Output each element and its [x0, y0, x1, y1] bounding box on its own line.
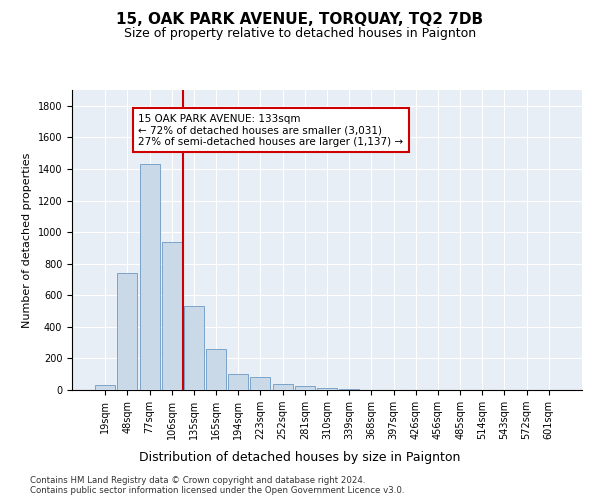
- Bar: [184, 306, 204, 390]
- Bar: [162, 242, 182, 390]
- Bar: [95, 386, 115, 390]
- Bar: [295, 386, 315, 390]
- Bar: [250, 376, 271, 390]
- Bar: [118, 273, 137, 390]
- Text: 15, OAK PARK AVENUE, TORQUAY, TQ2 7DB: 15, OAK PARK AVENUE, TORQUAY, TQ2 7DB: [116, 12, 484, 28]
- Bar: [140, 164, 160, 390]
- Bar: [228, 374, 248, 390]
- Text: Distribution of detached houses by size in Paignton: Distribution of detached houses by size …: [139, 451, 461, 464]
- Bar: [317, 388, 337, 390]
- Bar: [206, 349, 226, 390]
- Bar: [339, 389, 359, 390]
- Text: 15 OAK PARK AVENUE: 133sqm
← 72% of detached houses are smaller (3,031)
27% of s: 15 OAK PARK AVENUE: 133sqm ← 72% of deta…: [139, 114, 404, 147]
- Text: Contains HM Land Registry data © Crown copyright and database right 2024.
Contai: Contains HM Land Registry data © Crown c…: [30, 476, 404, 495]
- Bar: [272, 384, 293, 390]
- Text: Size of property relative to detached houses in Paignton: Size of property relative to detached ho…: [124, 28, 476, 40]
- Y-axis label: Number of detached properties: Number of detached properties: [22, 152, 32, 328]
